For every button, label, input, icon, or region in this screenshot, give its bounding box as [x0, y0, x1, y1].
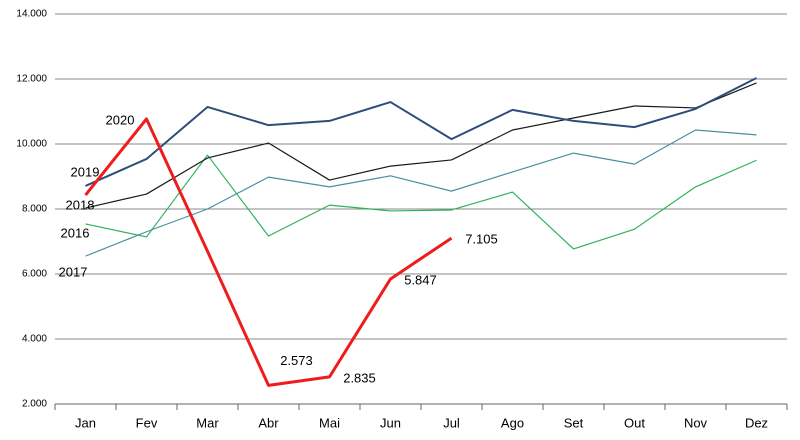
series-label: 2018 [66, 197, 95, 212]
series-line [85, 154, 757, 250]
x-tick-label: Out [624, 415, 645, 430]
x-tick-label: Nov [684, 415, 708, 430]
x-tick-label: Abr [258, 415, 279, 430]
x-tick-label: Jan [75, 415, 96, 430]
data-label: 5.847 [404, 272, 437, 287]
y-tick-label: 14.000 [16, 9, 47, 20]
series-line [84, 117, 453, 387]
series-label: 2016 [61, 225, 90, 240]
data-label: 7.105 [465, 232, 498, 247]
y-tick-label: 6.000 [22, 269, 47, 280]
x-tick-label: Mai [319, 415, 340, 430]
y-tick-label: 4.000 [22, 334, 47, 345]
x-tick-label: Fev [136, 415, 158, 430]
y-tick-label: 8.000 [22, 204, 47, 215]
series-label: 2017 [59, 264, 88, 279]
x-tick-label: Mar [196, 415, 219, 430]
y-tick-label: 10.000 [16, 139, 47, 150]
x-tick-label: Jul [443, 415, 460, 430]
x-tick-label: Set [564, 415, 584, 430]
y-tick-label: 2.000 [22, 399, 47, 410]
x-tick-label: Ago [501, 415, 524, 430]
series-label: 2019 [71, 164, 100, 179]
series-line [85, 77, 757, 187]
data-label: 2.835 [343, 370, 376, 385]
x-tick-label: Jun [380, 415, 401, 430]
y-tick-label: 12.000 [16, 74, 47, 85]
x-tick-label: Dez [745, 415, 768, 430]
series-line [85, 129, 757, 257]
series-line [85, 82, 757, 209]
series-label: 2020 [106, 112, 135, 127]
data-label: 2.573 [280, 353, 313, 368]
